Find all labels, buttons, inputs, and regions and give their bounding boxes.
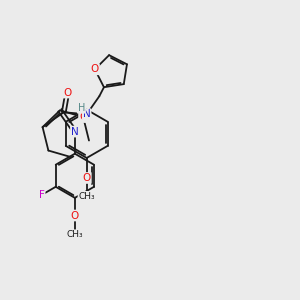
Text: O: O — [82, 173, 91, 183]
Text: CH₃: CH₃ — [67, 230, 83, 239]
Text: O: O — [79, 112, 87, 122]
Text: H: H — [78, 103, 85, 113]
Text: O: O — [63, 88, 71, 98]
Text: CH₃: CH₃ — [78, 192, 95, 201]
Text: F: F — [39, 190, 45, 200]
Text: N: N — [71, 127, 79, 136]
Text: O: O — [91, 64, 99, 74]
Text: N: N — [83, 109, 91, 119]
Text: O: O — [71, 211, 79, 220]
